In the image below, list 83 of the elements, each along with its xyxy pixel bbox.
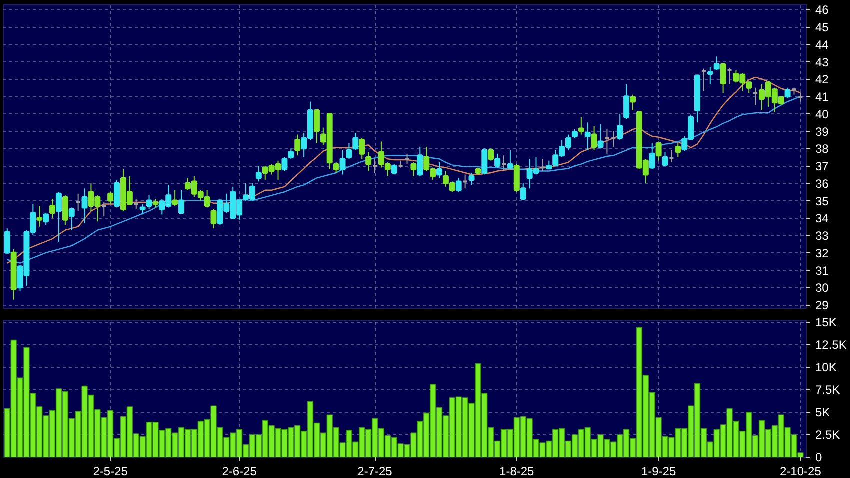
candlestick <box>488 148 494 162</box>
y-tick-label: 29 <box>816 298 830 313</box>
candlestick <box>436 162 443 179</box>
candlestick <box>482 148 488 176</box>
candlestick <box>656 141 662 162</box>
y-tick-label: 30 <box>816 281 830 296</box>
y-tick-label: 45 <box>816 20 830 35</box>
candlestick <box>140 204 146 216</box>
candlestick <box>340 150 346 176</box>
candlestick <box>507 150 514 170</box>
x-tick-label: 1-9-25 <box>641 464 676 478</box>
candlestick <box>62 195 68 226</box>
candlestick <box>617 113 624 140</box>
y-tick-label: 33 <box>816 229 830 244</box>
y-tick-label: 44 <box>816 38 830 52</box>
candlestick <box>720 63 726 94</box>
y-tick-label: 2.5K <box>816 428 840 442</box>
candlestick <box>784 87 791 99</box>
candlestick <box>591 126 598 151</box>
y-tick-label: 35 <box>816 194 830 208</box>
candlestick <box>108 192 114 205</box>
candlestick <box>494 153 501 168</box>
y-tick-label: 32 <box>816 246 830 260</box>
candlestick <box>675 142 682 158</box>
candlestick <box>578 116 584 136</box>
x-tick-label: 2-6-25 <box>222 464 258 478</box>
candlestick <box>630 94 636 111</box>
candlestick <box>707 66 714 85</box>
candlestick <box>584 122 591 151</box>
candlestick <box>178 190 185 214</box>
x-tick-label: 2-5-25 <box>93 464 128 478</box>
y-tick-label: 10K <box>816 360 837 374</box>
candlestick <box>456 178 462 193</box>
candlestick <box>4 228 10 254</box>
candlestick <box>520 182 526 200</box>
candlestick <box>468 172 475 186</box>
candlestick <box>82 188 88 224</box>
candlestick <box>68 207 75 231</box>
y-tick-label: 38 <box>816 142 830 156</box>
candlestick <box>314 109 320 144</box>
candlestick <box>256 166 262 182</box>
candlestick <box>649 142 656 170</box>
x-tick-label: 1-8-25 <box>500 464 535 478</box>
candlestick <box>56 192 62 243</box>
y-tick-label: 34 <box>816 212 830 226</box>
candlestick <box>282 156 288 172</box>
y-tick-label: 37 <box>816 160 830 174</box>
candlestick <box>714 56 720 72</box>
x-tick-label: 2-7-25 <box>358 464 393 478</box>
candlestick <box>417 146 424 177</box>
candlestick <box>210 208 217 230</box>
x-tick-label: 2-10-25 <box>780 464 822 478</box>
candlestick <box>172 190 178 207</box>
y-tick-label: 0 <box>816 450 822 464</box>
candlestick <box>146 195 152 210</box>
candlestick <box>288 148 294 160</box>
y-tick-label: 36 <box>816 176 830 191</box>
candlestick <box>352 132 359 151</box>
y-tick-label: 15K <box>816 315 837 330</box>
y-tick-label: 7.5K <box>816 382 840 397</box>
y-tick-label: 42 <box>816 72 830 87</box>
candlestick <box>359 138 366 160</box>
y-tick-label: 5K <box>816 405 830 420</box>
candlestick <box>36 206 43 228</box>
candlestick <box>391 164 398 176</box>
y-tick-label: 39 <box>816 124 830 139</box>
candlestick <box>662 152 668 167</box>
y-tick-label: 41 <box>816 90 830 104</box>
y-tick-label: 46 <box>816 3 830 18</box>
y-tick-label: 12.5K <box>816 338 847 352</box>
candlestick <box>114 179 120 208</box>
y-tick-label: 31 <box>816 264 830 278</box>
candlestick <box>294 134 301 156</box>
candlestick <box>346 142 352 160</box>
candlestick <box>43 212 50 226</box>
candlestick <box>410 162 417 177</box>
candlestick <box>333 162 340 174</box>
candlestick <box>624 84 630 120</box>
y-tick-label: 43 <box>816 55 830 70</box>
y-tick-label: 40 <box>816 107 830 122</box>
candlestick <box>366 152 372 172</box>
candlestick <box>50 198 56 219</box>
candlestick <box>598 124 604 150</box>
